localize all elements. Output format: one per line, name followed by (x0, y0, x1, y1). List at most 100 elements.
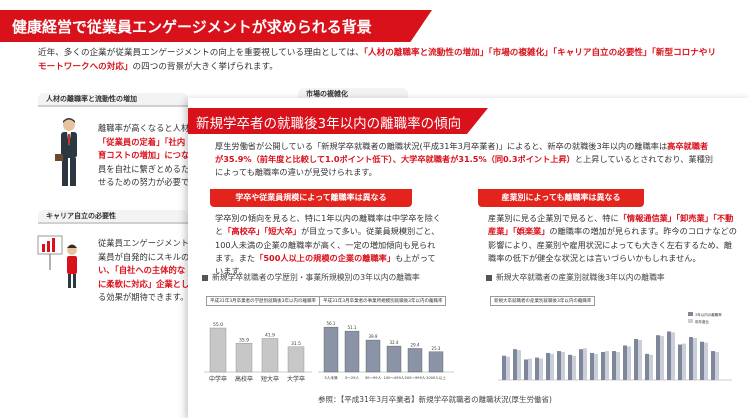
chart3-bar (524, 359, 528, 380)
chart3-bar-prev (627, 346, 631, 380)
chart3-bar-prev (682, 343, 686, 380)
chart1-value-label: 55.0 (213, 322, 223, 328)
chart3-bar (502, 355, 506, 380)
chart3-bar (678, 344, 682, 380)
chart1-title: 平成31年3月卒業者の学歴別就職後3年以内の離職率 (206, 296, 320, 306)
chart1-category-label: 大学卒 (287, 375, 305, 383)
chart2-title: 平成31年3月卒業者の事業所規模別就職後3年以内の離職率 (319, 296, 447, 306)
chart3-bar-prev (605, 351, 609, 380)
chart3-bar (557, 351, 561, 380)
chart3-bar (535, 357, 539, 380)
chart3-bar-prev (561, 352, 565, 380)
turnover-text: 離職率が高くなると人材 「従業員の定着」「社内 育コストの増加」につな 員を自社… (98, 123, 188, 187)
chart3-legend-label: 3年以内の離職率 (695, 312, 722, 317)
chart3-bar-prev (550, 353, 554, 380)
chart3-bar-prev (528, 358, 532, 380)
chart3-bar (667, 331, 671, 380)
chart2-category-label: 100～499人 (384, 375, 405, 380)
chart2-bar (323, 326, 339, 373)
chart1-category-label: 中学卒 (209, 375, 227, 383)
chart3-bar-prev (572, 355, 576, 380)
chart3-legend-swatch (688, 312, 693, 316)
chart3-bar-prev (671, 332, 675, 380)
chart2-bar (407, 348, 423, 373)
chart2-value-label: 29.4 (411, 342, 420, 347)
chart3-bar-prev (693, 338, 697, 380)
chart1-bar (287, 346, 305, 373)
chart3-bar (645, 353, 649, 380)
chart3-bar-prev (583, 348, 587, 380)
chart2-category-label: 500～999人 (405, 375, 426, 380)
chart3-bar (700, 341, 704, 380)
chart3-bar (590, 352, 594, 380)
overlay-title-banner: 新規学卒者の就職後3年以内の離職率の傾向 (188, 108, 488, 134)
chart3-bar (711, 351, 715, 380)
right-section-heading: 産業別によっても離職率は異なる (478, 189, 644, 207)
right-chart-caption: 新規大卒就職者の産業別就職後3年以内の離職率 (486, 272, 665, 283)
chart1-value-label: 31.5 (291, 341, 301, 347)
chart2-category-label: 30～99人 (365, 375, 382, 380)
chart2-category-label: 5人未満 (324, 375, 337, 380)
chart2-bar (344, 330, 360, 373)
chart3-bar (546, 352, 550, 380)
chart3-bar (634, 338, 638, 380)
chart2-category-label: 1000人以上 (426, 375, 446, 380)
intro-text-end: の四つの背景が大きく挙げられます。 (132, 62, 278, 72)
education-bar-chart: 55.0 中学卒 35.9 高校卒 41.9 短大卒 31.5 大学卒 (204, 322, 312, 383)
intro-paragraph: 近年、多くの企業が従業員エンゲージメントの向上を重要視している理由としては、「人… (38, 46, 718, 74)
right-section-text: 産業別に見る企業別で見ると、特に「情報通信業」「卸売業」「不動産業」「娯楽業」の… (488, 213, 737, 263)
chart3-bar (623, 345, 627, 380)
chart1-category-label: 高校卒 (235, 375, 253, 383)
chart2-value-label: 32.4 (390, 340, 399, 345)
chart1-bar (235, 343, 253, 373)
chart3-bar-prev (517, 350, 521, 380)
source-citation: 参照：【平成31年3月卒業者】新規学卒就職者の離職状況(厚生労働省) (318, 395, 552, 404)
overlay-title: 新規学卒者の就職後3年以内の離職率の傾向 (196, 116, 462, 132)
chart3-legend-label: 前年度比 (695, 319, 709, 324)
chart1-bar (261, 338, 279, 373)
chart2-bar (428, 351, 444, 373)
chart3-bar-prev (616, 352, 620, 380)
chart2-value-label: 25.3 (432, 346, 441, 351)
chart1-value-label: 41.9 (265, 332, 275, 338)
chart2-value-label: 56.1 (327, 321, 336, 326)
chart3-bar-prev (649, 354, 653, 380)
presenter-illustration (37, 235, 77, 288)
chart3-bar (656, 335, 660, 380)
chart3-bar (601, 352, 605, 380)
left-chart-caption: 新規学卒就職者の学歴別・事業所規模別の3年以内の離職率 (202, 272, 420, 283)
chart3-bar (612, 351, 616, 380)
career-text: 従業員エンゲージメント 業員が自発的にスキルの い、「自社への主体的な に柔軟に… (98, 238, 188, 302)
overlay-intro: 厚生労働省が公開している「新規学卒就職者の離職状況(平成31年3月卒業者)」によ… (215, 141, 713, 177)
chart3-bar (579, 349, 583, 380)
chart3-title: 新規大卒就職者の産業別就職後3年以内の離職率 (490, 296, 596, 306)
left-section-text: 学卒別の傾向を見ると、特に1年以内の離職率は中学卒を除くと「高校卒」「短大卒」が… (215, 213, 441, 277)
chart2-category-label: 5～29人 (345, 375, 359, 380)
chart2-value-label: 39.9 (369, 334, 378, 339)
chart3-bar-prev (594, 353, 598, 380)
chart2-bar (365, 339, 381, 373)
company-size-bar-chart: 56.1 5人未満 51.1 5～29人 39.9 30～99人 32.4 100～499人 2… (318, 321, 454, 380)
intro-highlight: 「人材の離職率と流動性の増加」「市場の複雑化」「キャリア自立の必要性」「新型コロ… (38, 48, 717, 72)
page-title-banner: 健康経営で従業員エンゲージメントが求められる背景 (0, 10, 432, 42)
chart3-bar-prev (506, 356, 510, 380)
chart3-bar (689, 337, 693, 380)
section-tag-career: キャリア自立の必要性 (38, 210, 188, 224)
chart3-bar-prev (704, 342, 708, 380)
chart3-bar-prev (660, 336, 664, 380)
chart1-category-label: 短大卒 (261, 375, 279, 383)
section-tag-turnover: 人材の離職率と流動性の増加 (38, 93, 188, 107)
chart3-bar-prev (715, 352, 719, 380)
page-title: 健康経営で従業員エンゲージメントが求められる背景 (12, 18, 372, 36)
chart2-bar (386, 345, 402, 373)
chart1-value-label: 35.9 (239, 337, 249, 343)
left-section-heading: 学卒や従業員規模によって離職率は異なる (210, 189, 412, 207)
chart2-value-label: 51.1 (348, 325, 357, 330)
chart3-bar-prev (638, 339, 642, 380)
chart3-bar (513, 349, 517, 380)
chart1-bar (209, 327, 227, 373)
intro-text: 近年、多くの企業が従業員エンゲージメントの向上を重要視している理由としては、 (38, 48, 364, 58)
chart3-bar (568, 354, 572, 380)
chart3-legend-swatch (688, 319, 693, 323)
